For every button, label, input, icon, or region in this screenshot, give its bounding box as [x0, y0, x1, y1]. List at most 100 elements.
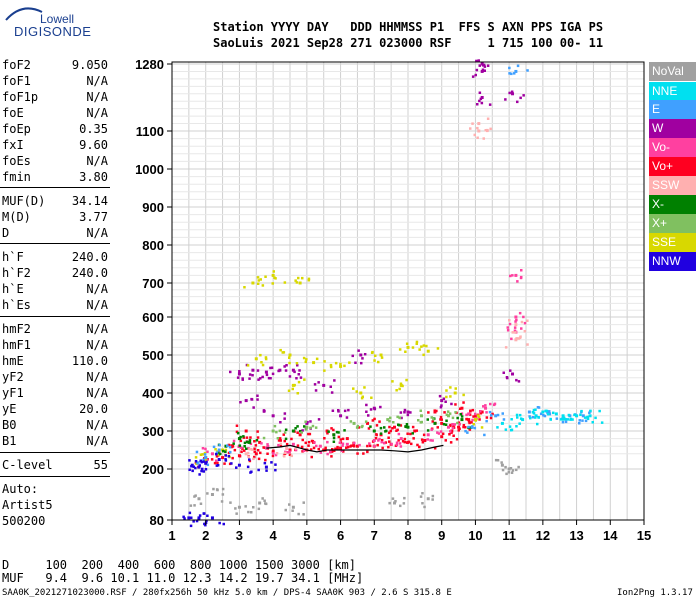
data-point	[343, 409, 347, 413]
data-point	[257, 378, 260, 381]
data-point	[350, 444, 353, 447]
data-point	[518, 413, 522, 417]
data-point	[242, 436, 246, 439]
data-point	[426, 433, 430, 437]
data-point	[508, 72, 511, 75]
data-point	[467, 420, 471, 423]
data-point	[202, 470, 205, 473]
data-point	[357, 349, 360, 352]
data-point	[291, 509, 294, 512]
data-point	[403, 411, 406, 414]
data-point	[419, 421, 423, 424]
data-point	[323, 369, 326, 372]
data-point	[187, 516, 191, 520]
data-point	[229, 370, 232, 374]
data-point	[234, 507, 237, 510]
data-point	[584, 419, 588, 423]
data-point	[330, 427, 333, 430]
data-point	[308, 432, 312, 436]
data-point	[457, 421, 461, 424]
data-point	[284, 428, 288, 431]
x-tick-label: 8	[404, 528, 411, 543]
data-point	[480, 101, 484, 105]
data-point	[323, 360, 326, 363]
data-point	[248, 458, 251, 461]
data-point	[287, 389, 291, 392]
data-point	[442, 423, 446, 426]
data-point	[504, 346, 508, 349]
data-point	[251, 281, 255, 285]
data-point	[259, 278, 262, 281]
data-point	[249, 436, 252, 439]
data-point	[258, 440, 262, 444]
data-point	[548, 412, 552, 416]
data-point	[475, 59, 478, 63]
data-point	[472, 423, 475, 426]
data-point	[534, 414, 538, 418]
data-point	[456, 416, 459, 420]
data-point	[360, 396, 364, 400]
data-point	[468, 421, 471, 425]
data-point	[235, 512, 238, 515]
data-point	[591, 421, 594, 424]
data-point	[520, 275, 523, 279]
data-point	[415, 429, 418, 432]
data-point	[243, 449, 246, 452]
data-point	[545, 409, 549, 413]
data-point	[393, 425, 397, 429]
data-point	[398, 416, 401, 419]
data-point	[251, 448, 254, 451]
data-point	[221, 493, 225, 496]
data-point	[534, 408, 537, 411]
data-point	[449, 386, 452, 389]
data-point	[256, 398, 259, 401]
data-point	[413, 429, 417, 433]
data-point	[522, 94, 525, 97]
data-point	[188, 459, 191, 462]
data-point	[440, 404, 443, 407]
data-point	[215, 452, 218, 456]
param-name: M(D)	[2, 210, 31, 224]
data-point	[253, 440, 256, 443]
data-point	[506, 326, 509, 329]
data-point	[275, 430, 278, 434]
data-point	[471, 408, 475, 412]
muf-scale: MUF 9.4 9.6 10.1 11.0 12.3 14.2 19.7 34.…	[2, 571, 364, 585]
data-point	[227, 443, 231, 447]
data-point	[440, 399, 444, 403]
data-point	[228, 445, 232, 449]
data-point	[588, 411, 591, 414]
version-label: Ion2Png 1.3.17	[617, 588, 693, 598]
data-point	[542, 414, 545, 417]
data-point	[569, 418, 572, 421]
data-point	[265, 373, 269, 377]
data-point	[439, 406, 443, 409]
x-tick-label: 13	[569, 528, 583, 543]
data-point	[213, 461, 217, 465]
panel-divider	[0, 452, 110, 453]
data-point	[353, 441, 356, 445]
data-point	[508, 319, 511, 322]
data-point	[216, 488, 219, 492]
data-point	[223, 462, 226, 465]
data-point	[541, 410, 545, 414]
data-point	[336, 445, 339, 449]
auto-label: Auto:	[2, 482, 39, 496]
data-point	[437, 432, 441, 435]
data-point	[454, 411, 457, 414]
data-point	[528, 415, 531, 418]
data-point	[272, 452, 275, 455]
data-point	[377, 439, 380, 442]
data-point	[295, 362, 299, 365]
data-point	[349, 420, 353, 423]
data-point	[580, 409, 583, 413]
data-point	[257, 468, 260, 472]
data-point	[240, 450, 243, 453]
data-point	[505, 376, 509, 379]
data-point	[300, 445, 304, 449]
data-point	[275, 452, 279, 455]
param-row: h`F2 240.0	[2, 266, 108, 282]
data-point	[297, 380, 301, 384]
digisonde-logo-icon	[5, 7, 43, 21]
